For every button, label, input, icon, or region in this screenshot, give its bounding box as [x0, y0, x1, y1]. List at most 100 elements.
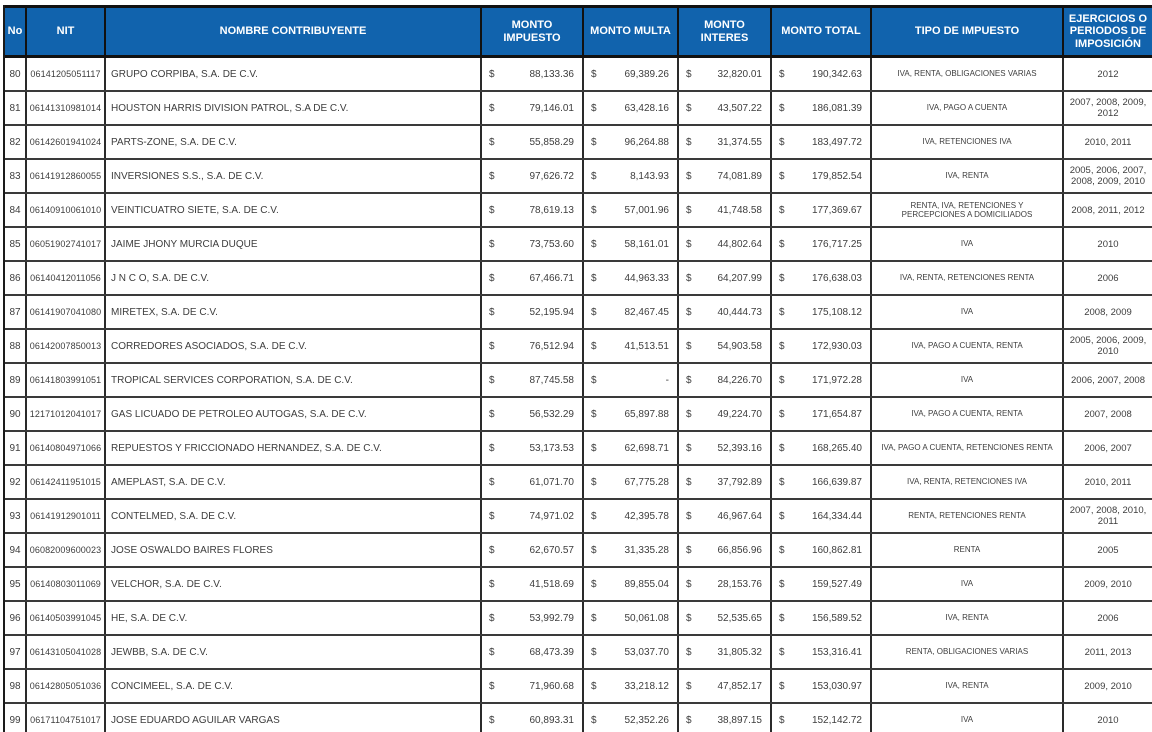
- cell-monto-impuesto: $ 73,753.60: [482, 228, 584, 260]
- cell-ejercicios: 2008, 2009: [1064, 296, 1152, 328]
- header-nombre: NOMBRE CONTRIBUYENTE: [106, 8, 482, 55]
- currency-symbol: $: [686, 544, 692, 556]
- cell-ejercicios: 2007, 2008: [1064, 398, 1152, 430]
- cell-monto-impuesto: $ 61,071.70: [482, 466, 584, 498]
- currency-symbol: $: [591, 340, 597, 352]
- cell-nombre: REPUESTOS Y FRICCIONADO HERNANDEZ, S.A. …: [106, 432, 482, 464]
- cell-monto-total: $ 152,142.72: [772, 704, 872, 732]
- cell-monto-total: $ 159,527.49: [772, 568, 872, 600]
- cell-nombre: JOSE OSWALDO BAIRES FLORES: [106, 534, 482, 566]
- cell-ejercicios: 2005, 2006, 2009, 2010: [1064, 330, 1152, 362]
- cell-monto-impuesto: $ 52,195.94: [482, 296, 584, 328]
- cell-monto-total: $ 164,334.44: [772, 500, 872, 532]
- cell-monto-multa: $ 69,389.26: [584, 58, 679, 90]
- cell-tipo-impuesto: IVA, RENTA: [872, 602, 1064, 634]
- table-row: 90 12171012041017 GAS LICUADO DE PETROLE…: [5, 398, 1152, 432]
- table-row: 91 06140804971066 REPUESTOS Y FRICCIONAD…: [5, 432, 1152, 466]
- cell-nit: 06143105041028: [27, 636, 106, 668]
- cell-nit: 06142601941024: [27, 126, 106, 158]
- cell-ejercicios: 2010: [1064, 704, 1152, 732]
- cell-monto-interes: $ 43,507.22: [679, 92, 772, 124]
- cell-row-number: 87: [5, 296, 27, 328]
- cell-monto-multa: $ 8,143.93: [584, 160, 679, 192]
- currency-symbol: $: [686, 442, 692, 454]
- cell-nit: 06171104751017: [27, 704, 106, 732]
- currency-symbol: $: [591, 476, 597, 488]
- cell-monto-interes: $ 52,535.65: [679, 602, 772, 634]
- cell-monto-impuesto: $ 53,173.53: [482, 432, 584, 464]
- cell-monto-impuesto: $ 87,745.58: [482, 364, 584, 396]
- cell-nit: 06140803011069: [27, 568, 106, 600]
- header-nit: NIT: [27, 8, 106, 55]
- cell-monto-multa: $ 31,335.28: [584, 534, 679, 566]
- contributors-table: No NIT NOMBRE CONTRIBUYENTE MONTO IMPUES…: [3, 5, 1152, 732]
- cell-nit: 06141310981014: [27, 92, 106, 124]
- cell-monto-multa: $ -: [584, 364, 679, 396]
- cell-nombre: GRUPO CORPIBA, S.A. DE C.V.: [106, 58, 482, 90]
- cell-ejercicios: 2011, 2013: [1064, 636, 1152, 668]
- cell-monto-interes: $ 41,748.58: [679, 194, 772, 226]
- cell-tipo-impuesto: IVA, RENTA: [872, 670, 1064, 702]
- cell-nombre: JEWBB, S.A. DE C.V.: [106, 636, 482, 668]
- cell-monto-impuesto: $ 68,473.39: [482, 636, 584, 668]
- currency-symbol: $: [489, 408, 495, 420]
- currency-symbol: $: [489, 170, 495, 182]
- cell-monto-impuesto: $ 67,466.71: [482, 262, 584, 294]
- currency-symbol: $: [779, 374, 785, 386]
- currency-symbol: $: [591, 714, 597, 726]
- cell-monto-interes: $ 54,903.58: [679, 330, 772, 362]
- cell-monto-interes: $ 37,792.89: [679, 466, 772, 498]
- currency-symbol: $: [686, 510, 692, 522]
- cell-monto-multa: $ 41,513.51: [584, 330, 679, 362]
- cell-monto-multa: $ 50,061.08: [584, 602, 679, 634]
- cell-monto-multa: $ 53,037.70: [584, 636, 679, 668]
- currency-symbol: $: [686, 238, 692, 250]
- currency-symbol: $: [591, 544, 597, 556]
- currency-symbol: $: [591, 374, 597, 386]
- cell-nit: 06142007850013: [27, 330, 106, 362]
- table-row: 92 06142411951015 AMEPLAST, S.A. DE C.V.…: [5, 466, 1152, 500]
- cell-tipo-impuesto: RENTA, OBLIGACIONES VARIAS: [872, 636, 1064, 668]
- currency-symbol: $: [489, 238, 495, 250]
- currency-symbol: $: [489, 340, 495, 352]
- cell-ejercicios: 2005: [1064, 534, 1152, 566]
- currency-symbol: $: [591, 306, 597, 318]
- header-ejercicios: EJERCICIOS O PERIODOS DE IMPOSICIÓN: [1064, 8, 1152, 55]
- cell-nombre: JOSE EDUARDO AGUILAR VARGAS: [106, 704, 482, 732]
- currency-symbol: $: [686, 646, 692, 658]
- cell-monto-impuesto: $ 78,619.13: [482, 194, 584, 226]
- currency-symbol: $: [686, 272, 692, 284]
- cell-monto-total: $ 153,030.97: [772, 670, 872, 702]
- cell-monto-multa: $ 44,963.33: [584, 262, 679, 294]
- cell-tipo-impuesto: RENTA, IVA, RETENCIONES Y PERCEPCIONES A…: [872, 194, 1064, 226]
- currency-symbol: $: [779, 714, 785, 726]
- cell-ejercicios: 2008, 2011, 2012: [1064, 194, 1152, 226]
- cell-monto-total: $ 153,316.41: [772, 636, 872, 668]
- cell-nit: 06141912860055: [27, 160, 106, 192]
- currency-symbol: $: [779, 510, 785, 522]
- currency-symbol: $: [686, 612, 692, 624]
- cell-row-number: 84: [5, 194, 27, 226]
- cell-monto-impuesto: $ 71,960.68: [482, 670, 584, 702]
- currency-symbol: $: [686, 68, 692, 80]
- currency-symbol: $: [779, 646, 785, 658]
- cell-monto-impuesto: $ 60,893.31: [482, 704, 584, 732]
- cell-row-number: 85: [5, 228, 27, 260]
- cell-monto-interes: $ 52,393.16: [679, 432, 772, 464]
- cell-ejercicios: 2010: [1064, 228, 1152, 260]
- cell-monto-interes: $ 31,805.32: [679, 636, 772, 668]
- currency-symbol: $: [686, 136, 692, 148]
- currency-symbol: $: [489, 578, 495, 590]
- currency-symbol: $: [686, 306, 692, 318]
- cell-nit: 06141912901011: [27, 500, 106, 532]
- currency-symbol: $: [779, 136, 785, 148]
- currency-symbol: $: [591, 272, 597, 284]
- cell-monto-multa: $ 42,395.78: [584, 500, 679, 532]
- cell-nombre: VELCHOR, S.A. DE C.V.: [106, 568, 482, 600]
- currency-symbol: $: [489, 68, 495, 80]
- table-row: 96 06140503991045 HE, S.A. DE C.V. $ 53,…: [5, 602, 1152, 636]
- cell-row-number: 93: [5, 500, 27, 532]
- currency-symbol: $: [779, 170, 785, 182]
- cell-monto-interes: $ 28,153.76: [679, 568, 772, 600]
- header-tipo-impuesto: TIPO DE IMPUESTO: [872, 8, 1064, 55]
